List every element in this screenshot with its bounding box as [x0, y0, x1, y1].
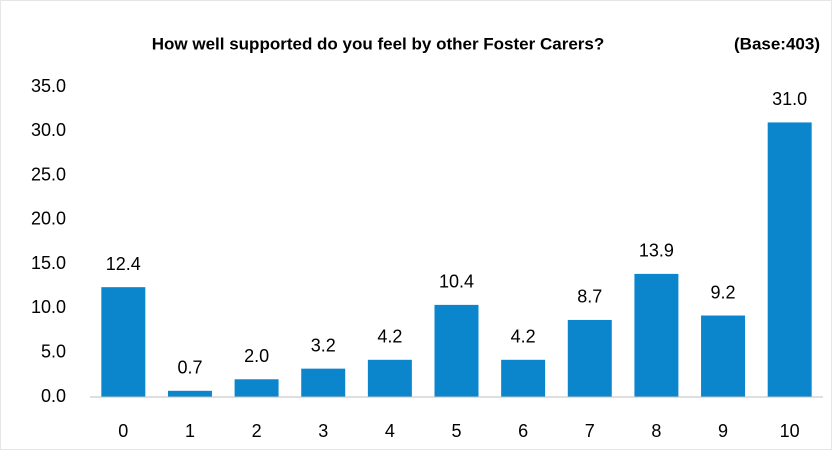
bar: [301, 368, 346, 397]
value-label: 31.0: [772, 89, 807, 109]
value-label: 13.9: [639, 241, 674, 261]
value-label: 4.2: [377, 327, 402, 347]
x-tick-label: 9: [718, 421, 728, 441]
y-tick-label: 5.0: [41, 341, 66, 361]
y-tick-label: 10.0: [31, 297, 66, 317]
x-tick-label: 10: [780, 421, 800, 441]
y-tick-label: 35.0: [31, 76, 66, 96]
value-label: 12.4: [106, 254, 141, 274]
value-label: 9.2: [711, 282, 736, 302]
x-tick-label: 2: [252, 421, 262, 441]
value-label: 0.7: [177, 358, 202, 378]
bar: [101, 287, 146, 397]
x-tick-label: 7: [585, 421, 595, 441]
bar: [567, 319, 612, 397]
x-tick-label: 1: [185, 421, 195, 441]
x-tick-label: 0: [118, 421, 128, 441]
bar: [234, 379, 279, 397]
x-tick-label: 6: [518, 421, 528, 441]
value-label: 10.4: [439, 272, 474, 292]
y-tick-label: 20.0: [31, 209, 66, 229]
value-label: 2.0: [244, 346, 269, 366]
bar: [634, 273, 679, 397]
value-label: 8.7: [577, 287, 602, 307]
bar: [767, 122, 812, 397]
bar: [501, 359, 546, 397]
x-tick-label: 5: [451, 421, 461, 441]
value-label: 4.2: [511, 327, 536, 347]
bar: [434, 304, 479, 397]
chart-subtitle: (Base:403): [734, 34, 820, 53]
x-tick-label: 8: [651, 421, 661, 441]
bar: [167, 390, 212, 397]
x-tick-label: 3: [318, 421, 328, 441]
bar: [367, 359, 412, 397]
y-tick-label: 25.0: [31, 164, 66, 184]
bar: [701, 315, 746, 397]
value-label: 3.2: [311, 335, 336, 355]
y-tick-label: 30.0: [31, 120, 66, 140]
x-tick-label: 4: [385, 421, 395, 441]
chart-title: How well supported do you feel by other …: [152, 34, 604, 53]
y-tick-label: 0.0: [41, 386, 66, 406]
y-tick-label: 15.0: [31, 253, 66, 273]
